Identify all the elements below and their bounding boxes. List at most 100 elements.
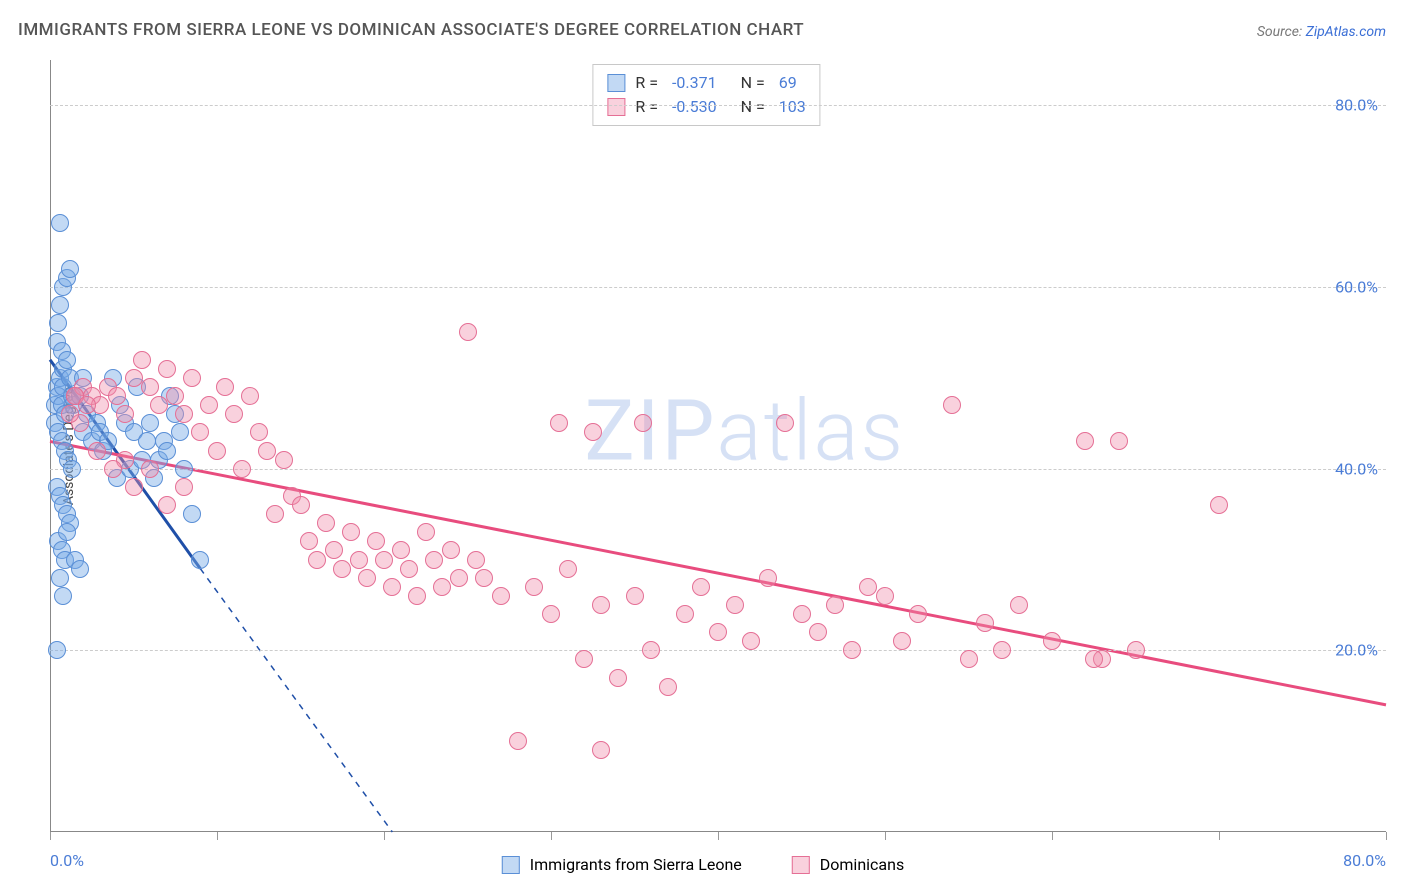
y-tick-label: 20.0% — [1335, 641, 1378, 660]
trend-lines — [50, 60, 1386, 832]
data-point — [759, 569, 777, 587]
x-tick — [718, 832, 719, 840]
gridline — [50, 105, 1386, 106]
data-point — [525, 578, 543, 596]
legend-row: R =-0.371N =69 — [607, 71, 805, 95]
data-point — [48, 641, 66, 659]
legend-swatch — [607, 74, 625, 92]
data-point — [63, 460, 81, 478]
gridline — [50, 650, 1386, 651]
data-point — [141, 414, 159, 432]
data-point — [183, 369, 201, 387]
gridline — [50, 287, 1386, 288]
data-point — [659, 678, 677, 696]
data-point — [492, 587, 510, 605]
data-point — [150, 396, 168, 414]
data-point — [442, 541, 460, 559]
scatter-chart: ZIPatlas R =-0.371N =69R =-0.530N =103 0… — [50, 60, 1386, 832]
trend-line — [200, 569, 392, 832]
data-point — [358, 569, 376, 587]
series-legend-label: Dominicans — [820, 855, 904, 874]
data-point — [642, 641, 660, 659]
data-point — [58, 351, 76, 369]
legend-row: R =-0.530N =103 — [607, 95, 805, 119]
data-point — [325, 541, 343, 559]
legend-n-label: N = — [741, 95, 765, 119]
legend-n-value: 69 — [779, 71, 797, 95]
legend-swatch — [502, 856, 520, 874]
series-legend-item: Dominicans — [792, 855, 904, 874]
data-point — [425, 551, 443, 569]
legend-r-label: R = — [635, 71, 658, 95]
x-tick — [384, 832, 385, 840]
data-point — [509, 732, 527, 750]
data-point — [542, 605, 560, 623]
data-point — [258, 442, 276, 460]
data-point — [809, 623, 827, 641]
data-point — [133, 351, 151, 369]
data-point — [1043, 632, 1061, 650]
data-point — [634, 414, 652, 432]
data-point — [609, 669, 627, 687]
data-point — [1210, 496, 1228, 514]
data-point — [993, 641, 1011, 659]
data-point — [158, 360, 176, 378]
data-point — [626, 587, 644, 605]
data-point — [417, 523, 435, 541]
data-point — [350, 551, 368, 569]
data-point — [300, 532, 318, 550]
data-point — [776, 414, 794, 432]
data-point — [200, 396, 218, 414]
data-point — [141, 460, 159, 478]
data-point — [383, 578, 401, 596]
data-point — [333, 560, 351, 578]
x-axis-max-label: 80.0% — [1343, 851, 1386, 870]
data-point — [51, 214, 69, 232]
data-point — [893, 632, 911, 650]
data-point — [141, 378, 159, 396]
data-point — [88, 442, 106, 460]
data-point — [108, 387, 126, 405]
data-point — [58, 523, 76, 541]
x-tick — [217, 832, 218, 840]
data-point — [208, 442, 226, 460]
data-point — [183, 505, 201, 523]
data-point — [375, 551, 393, 569]
legend-r-value: -0.371 — [672, 71, 717, 95]
data-point — [216, 378, 234, 396]
data-point — [459, 323, 477, 341]
source-credit: Source: ZipAtlas.com — [1257, 24, 1386, 40]
series-legend-item: Immigrants from Sierra Leone — [502, 855, 742, 874]
x-tick — [1386, 832, 1387, 840]
x-tick — [885, 832, 886, 840]
data-point — [250, 423, 268, 441]
data-point — [400, 560, 418, 578]
data-point — [709, 623, 727, 641]
data-point — [158, 442, 176, 460]
legend-swatch — [607, 98, 625, 116]
legend-swatch — [792, 856, 810, 874]
source-link[interactable]: ZipAtlas.com — [1306, 24, 1386, 40]
data-point — [266, 505, 284, 523]
data-point — [225, 405, 243, 423]
data-point — [592, 596, 610, 614]
trend-line — [50, 441, 1386, 704]
legend-n-value: 103 — [779, 95, 806, 119]
x-tick — [50, 832, 51, 840]
data-point — [1127, 641, 1145, 659]
data-point — [559, 560, 577, 578]
data-point — [392, 541, 410, 559]
data-point — [241, 387, 259, 405]
data-point — [793, 605, 811, 623]
data-point — [191, 551, 209, 569]
data-point — [475, 569, 493, 587]
data-point — [676, 605, 694, 623]
data-point — [742, 632, 760, 650]
data-point — [408, 587, 426, 605]
data-point — [1085, 650, 1103, 668]
data-point — [859, 578, 877, 596]
data-point — [49, 314, 67, 332]
data-point — [233, 460, 251, 478]
data-point — [116, 405, 134, 423]
data-point — [171, 423, 189, 441]
